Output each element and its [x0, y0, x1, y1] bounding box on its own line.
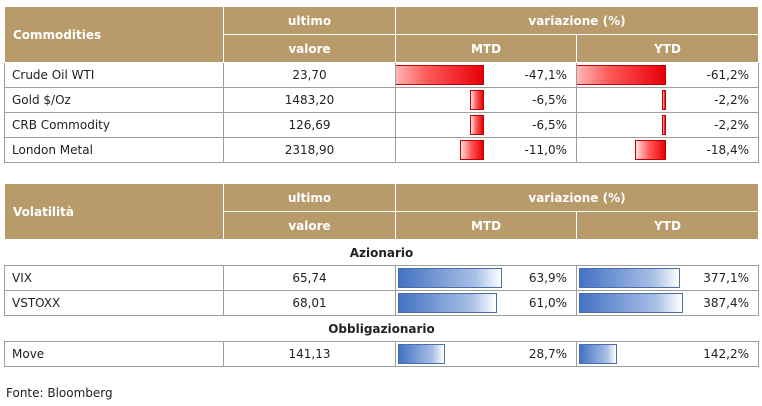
row-last-value: 23,70 [223, 62, 396, 88]
row-name: Gold $/Oz [4, 87, 224, 113]
ytd-bar [577, 65, 666, 85]
row-last-value: 65,74 [223, 265, 396, 291]
last-value-header-1: ultimo [223, 183, 396, 212]
volatility-header-label: Volatilità [4, 183, 224, 240]
ytd-cell: -2,2% [576, 112, 759, 138]
mtd-cell: -11,0% [395, 137, 577, 163]
change-header: variazione (%) [395, 183, 759, 212]
mtd-bar [398, 293, 497, 313]
ytd-bar [662, 115, 666, 135]
mtd-bar [396, 65, 484, 85]
mtd-value: 28,7% [528, 347, 567, 361]
table-row: VIX 65,74 63,9% 377,1% [4, 265, 759, 291]
volatility-table: Volatilità ultimo variazione (%) valore … [4, 183, 759, 367]
mtd-bar [470, 90, 484, 110]
row-name: London Metal [4, 137, 224, 163]
ytd-value: 377,1% [703, 271, 749, 285]
section-bond: Obbligazionario [328, 321, 435, 336]
mtd-value: -47,1% [524, 68, 567, 82]
mtd-value: -6,5% [532, 118, 567, 132]
mtd-bar [460, 140, 484, 160]
ytd-header: YTD [576, 34, 759, 63]
ytd-cell: -2,2% [576, 87, 759, 113]
row-last-value: 68,01 [223, 290, 396, 316]
ytd-bar [579, 268, 680, 288]
mtd-bar [470, 115, 484, 135]
row-last-value: 141,13 [223, 341, 396, 367]
mtd-bar [398, 344, 445, 364]
mtd-cell: -6,5% [395, 87, 577, 113]
ytd-value: 387,4% [703, 296, 749, 310]
section-equity: Azionario [349, 245, 414, 260]
ytd-value: -18,4% [706, 143, 749, 157]
row-name: VSTOXX [4, 290, 224, 316]
mtd-bar [398, 268, 502, 288]
mtd-cell: 63,9% [395, 265, 577, 291]
mtd-header: MTD [395, 211, 577, 240]
ytd-cell: 387,4% [576, 290, 759, 316]
row-last-value: 126,69 [223, 112, 396, 138]
mtd-value: -6,5% [532, 93, 567, 107]
mtd-cell: 28,7% [395, 341, 577, 367]
ytd-bar [579, 344, 617, 364]
table-row: Gold $/Oz 1483,20 -6,5% -2,2% [4, 87, 759, 113]
mtd-header: MTD [395, 34, 577, 63]
change-header: variazione (%) [395, 6, 759, 35]
ytd-bar [579, 293, 683, 313]
ytd-cell: -18,4% [576, 137, 759, 163]
table-row: Crude Oil WTI 23,70 -47,1% -61,2% [4, 62, 759, 88]
ytd-bar [662, 90, 666, 110]
mtd-cell: -6,5% [395, 112, 577, 138]
row-name: VIX [4, 265, 224, 291]
mtd-value: 63,9% [528, 271, 567, 285]
ytd-value: -2,2% [714, 118, 749, 132]
ytd-value: 142,2% [703, 347, 749, 361]
row-name: CRB Commodity [4, 112, 224, 138]
table-row: CRB Commodity 126,69 -6,5% -2,2% [4, 112, 759, 138]
commodities-header-label: Commodities [4, 6, 224, 63]
ytd-cell: 377,1% [576, 265, 759, 291]
table-row: London Metal 2318,90 -11,0% -18,4% [4, 137, 759, 163]
ytd-cell: -61,2% [576, 62, 759, 88]
ytd-value: -2,2% [714, 93, 749, 107]
ytd-header: YTD [576, 211, 759, 240]
ytd-value: -61,2% [706, 68, 749, 82]
row-name: Crude Oil WTI [4, 62, 224, 88]
source-note: Fonte: Bloomberg [6, 386, 113, 400]
mtd-cell: 61,0% [395, 290, 577, 316]
mtd-cell: -47,1% [395, 62, 577, 88]
table-row: Move 141,13 28,7% 142,2% [4, 341, 759, 367]
ytd-bar [635, 140, 666, 160]
last-value-header-1: ultimo [223, 6, 396, 35]
last-value-header-2: valore [223, 34, 396, 63]
ytd-cell: 142,2% [576, 341, 759, 367]
row-last-value: 2318,90 [223, 137, 396, 163]
row-name: Move [4, 341, 224, 367]
mtd-value: -11,0% [524, 143, 567, 157]
table-row: VSTOXX 68,01 61,0% 387,4% [4, 290, 759, 316]
mtd-value: 61,0% [528, 296, 567, 310]
commodities-table: Commodities ultimo variazione (%) valore… [4, 6, 759, 163]
row-last-value: 1483,20 [223, 87, 396, 113]
last-value-header-2: valore [223, 211, 396, 240]
